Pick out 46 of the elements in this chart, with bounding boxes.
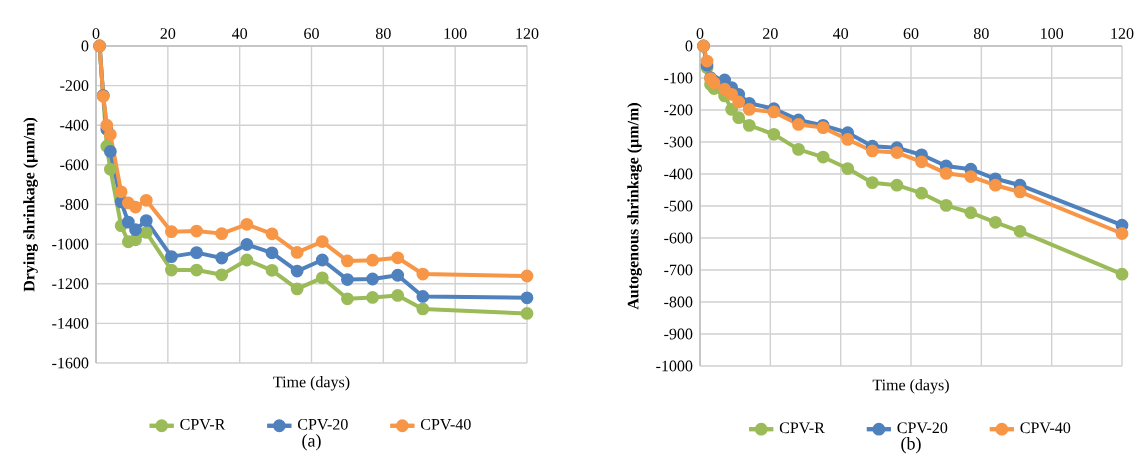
x-tick-label: 120 [516, 28, 539, 39]
y-axis-title: Autogenous shrinkage (µm/m) [627, 103, 642, 310]
legend-label: CPV-R [180, 418, 226, 430]
x-axis-title: Time (days) [273, 376, 350, 391]
y-tick-label: -700 [664, 264, 693, 276]
x-tick-label: 120 [1111, 28, 1134, 39]
y-tick-label: -100 [664, 72, 693, 84]
x-tick-label: 80 [375, 28, 391, 39]
x-tick-label: 40 [231, 28, 248, 39]
y-tick-label: -1400 [52, 317, 89, 329]
x-axis-title: Time (days) [872, 379, 949, 394]
y-tick-label: -600 [664, 232, 693, 244]
y-tick-label: -200 [664, 104, 693, 116]
y-tick-label: -1200 [52, 278, 89, 290]
x-tick-label: 80 [973, 28, 989, 39]
y-tick-label: -300 [664, 136, 693, 148]
y-tick-label: -800 [60, 199, 89, 210]
text: (b) [901, 437, 921, 454]
y-axis-title: Drying shrinkage (µm/m) [23, 117, 38, 292]
legend-label: CPV-40 [420, 418, 471, 430]
legend-label: CPV-20 [897, 422, 948, 434]
y-tick-label: -1600 [52, 357, 89, 369]
x-tick-label: 60 [903, 28, 919, 39]
x-tick-label: 60 [304, 28, 319, 39]
legend-label: CPV-20 [298, 418, 348, 430]
x-tick-label: 0 [92, 28, 100, 39]
y-tick-label: -900 [664, 328, 693, 340]
y-tick-label: 0 [81, 40, 89, 52]
x-tick-label: 20 [763, 28, 778, 39]
legend-label: CPV-40 [1020, 422, 1071, 434]
y-tick-label: -400 [664, 168, 693, 180]
x-tick-label: 100 [444, 28, 467, 39]
y-tick-label: 0 [685, 40, 693, 52]
x-tick-label: 40 [832, 28, 849, 39]
text: (a) [302, 434, 321, 451]
legend-label: CPV-R [779, 422, 825, 434]
y-tick-label: -400 [60, 119, 89, 131]
x-tick-label: 20 [160, 28, 176, 39]
y-tick-label: -200 [60, 80, 89, 92]
x-tick-label: 100 [1041, 28, 1064, 39]
y-tick-label: -1000 [656, 360, 693, 372]
y-tick-label: -1000 [52, 238, 89, 250]
x-tick-label: 0 [696, 28, 704, 39]
y-tick-label: -800 [664, 296, 693, 308]
y-tick-label: -600 [60, 159, 89, 171]
y-tick-label: -500 [664, 200, 693, 212]
